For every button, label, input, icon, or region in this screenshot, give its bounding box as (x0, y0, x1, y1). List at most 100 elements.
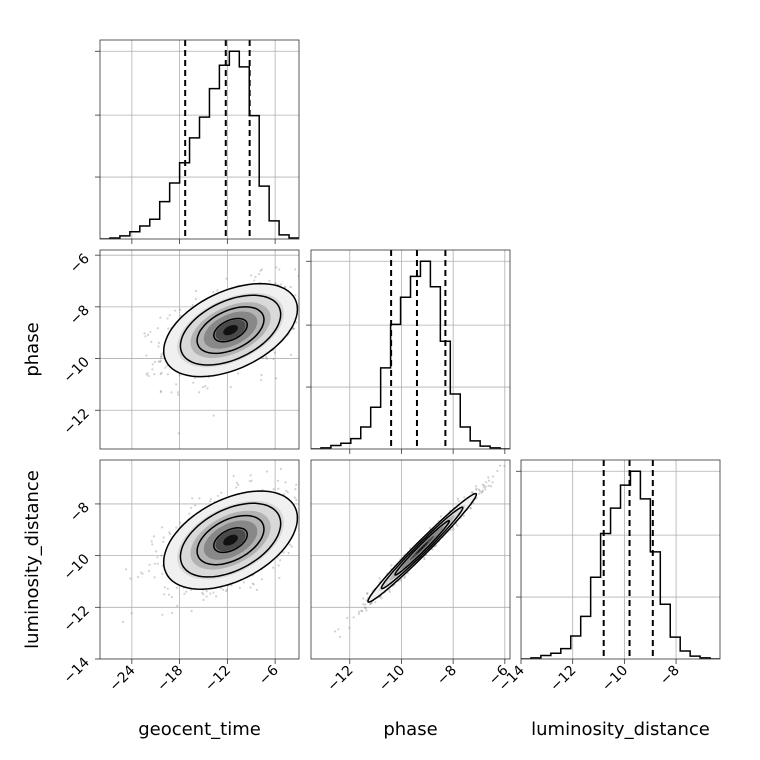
scatter-point (260, 379, 263, 382)
scatter-point (170, 391, 173, 394)
scatter-point (403, 576, 406, 580)
scatter-point (435, 544, 438, 547)
scatter-point (141, 572, 144, 575)
scatter-point (163, 586, 166, 589)
scatter-point (225, 590, 228, 593)
scatter-point (147, 374, 150, 377)
panel-frame-11 (310, 249, 511, 450)
scatter-point (153, 360, 156, 364)
scatter-point (230, 584, 233, 587)
ytick-label-phase: −8 (67, 302, 93, 328)
scatter-point (276, 479, 280, 482)
scatter-point (366, 592, 369, 595)
scatter-point (212, 414, 215, 417)
scatter-point (315, 511, 317, 513)
scatter-point (175, 383, 178, 386)
scatter-point (314, 530, 316, 532)
hist-panel-geocent_time (100, 40, 299, 239)
scatter-point (277, 487, 280, 490)
scatter-point (303, 317, 305, 319)
ytick-label-phase: −10 (61, 354, 93, 386)
scatter-point (272, 566, 275, 569)
scatter-point (220, 491, 223, 494)
scatter-point (252, 583, 255, 586)
ylabel-phase: phase (22, 322, 43, 376)
panel-geocent_time-phase (100, 250, 329, 449)
scatter-point (130, 612, 133, 615)
scatter-point (365, 609, 368, 612)
scatter-point (193, 376, 196, 379)
xtick-label-phase: −8 (434, 663, 460, 689)
scatter-point (160, 353, 163, 356)
scatter-point (212, 591, 215, 594)
scatter-point (279, 283, 282, 286)
scatter-point (363, 606, 367, 609)
scatter-point (334, 630, 337, 633)
scatter-point (167, 327, 170, 330)
scatter-point (327, 302, 329, 304)
scatter-point (289, 353, 292, 356)
scatter-point (161, 526, 164, 529)
hist-step-geocent_time (100, 50, 299, 239)
scatter-point (487, 479, 491, 482)
scatter-point (176, 604, 179, 608)
scatter-point (475, 488, 478, 491)
scatter-point (481, 489, 484, 492)
scatter-point (337, 628, 340, 631)
scatter-point (304, 520, 306, 522)
scatter-point (352, 616, 355, 619)
scatter-point (498, 464, 502, 467)
scatter-point (346, 616, 349, 620)
scatter-point (237, 483, 240, 486)
scatter-point (306, 506, 308, 508)
scatter-point (306, 517, 308, 519)
scatter-point (175, 526, 178, 529)
scatter-point (362, 603, 365, 606)
scatter-point (301, 531, 303, 533)
scatter-point (362, 597, 365, 600)
scatter-point (357, 610, 360, 614)
scatter-point (249, 474, 252, 477)
scatter-point (206, 387, 209, 390)
scatter-point (293, 496, 296, 499)
scatter-point (290, 545, 293, 548)
scatter-point (201, 591, 204, 595)
scatter-point (274, 282, 277, 285)
scatter-point (519, 440, 521, 442)
scatter-point (364, 607, 367, 610)
scatter-point (305, 319, 307, 321)
scatter-point (209, 500, 212, 503)
scatter-point (157, 341, 160, 344)
contour-20-0 (213, 527, 249, 554)
scatter-point (251, 582, 254, 585)
panel-phase-luminosity_distance (311, 440, 521, 659)
scatter-point (469, 507, 472, 510)
scatter-point (439, 515, 442, 518)
scatter-point (160, 554, 163, 557)
scatter-point (147, 569, 151, 573)
hist-step-luminosity_distance (521, 470, 720, 659)
scatter-point (153, 562, 156, 565)
panel-frame-20 (99, 459, 300, 660)
scatter-point (258, 272, 261, 276)
scatter-point (471, 491, 474, 494)
contour-10-3 (162, 282, 299, 378)
scatter-point (185, 590, 188, 593)
scatter-point (238, 586, 241, 590)
scatter-point (137, 576, 140, 579)
scatter-point (179, 308, 182, 311)
scatter-point (487, 476, 490, 479)
scatter-point (156, 562, 159, 565)
scatter-point (249, 586, 252, 589)
scatter-point (189, 506, 193, 509)
scatter-point (153, 576, 156, 579)
scatter-point (253, 279, 256, 282)
contour-21-0 (394, 519, 451, 576)
scatter-point (159, 356, 163, 359)
scatter-point (146, 372, 149, 375)
scatter-point (366, 592, 369, 595)
scatter-point (143, 332, 146, 335)
scatter-point (357, 612, 361, 616)
density-level-21-5 (416, 541, 429, 554)
scatter-point (481, 483, 484, 486)
